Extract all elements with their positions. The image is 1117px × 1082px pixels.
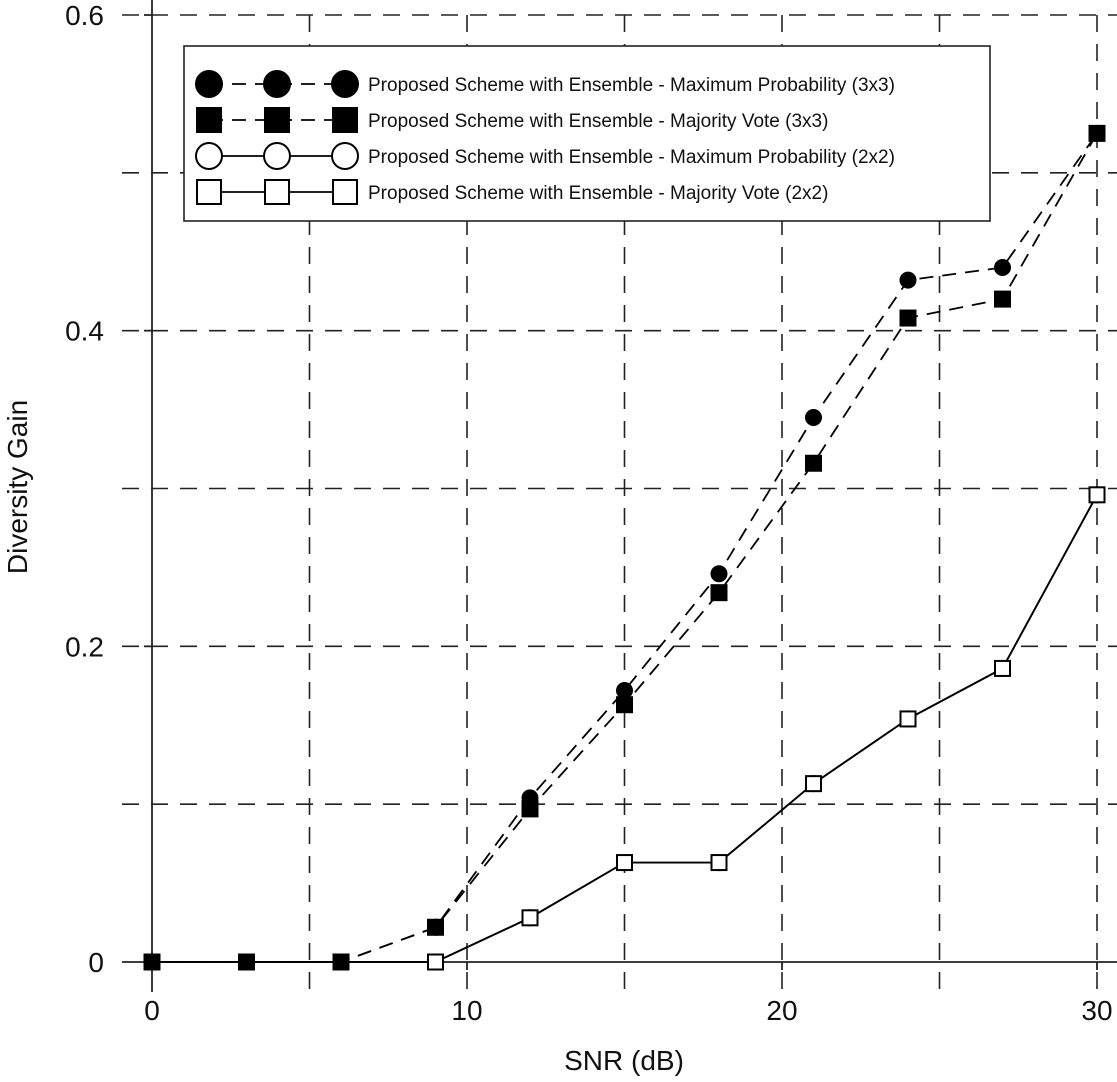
y-axis-title: Diversity Gain — [2, 400, 33, 574]
legend-marker — [195, 70, 223, 98]
tick-labels: 0 10 20 30 0 0.2 0.4 0.6 — [65, 0, 1113, 1026]
data-point — [616, 682, 633, 700]
legend-marker — [263, 142, 291, 170]
data-point — [1088, 486, 1106, 504]
data-point — [899, 271, 917, 289]
data-point — [994, 659, 1011, 677]
x-axis-title: SNR (dB) — [564, 1045, 684, 1076]
y-tick-label: 0.4 — [65, 316, 104, 347]
data-point — [994, 290, 1011, 308]
legend-marker — [195, 142, 223, 170]
legend-marker — [331, 70, 359, 98]
x-tick-label: 10 — [451, 995, 482, 1026]
data-point — [899, 309, 917, 327]
y-tick-label: 0.2 — [65, 631, 104, 662]
data-point — [805, 775, 822, 793]
data-point — [1088, 124, 1106, 142]
legend: Proposed Scheme with Ensemble - Maximum … — [183, 45, 991, 222]
series-marker-group — [143, 124, 1106, 971]
data-point — [994, 259, 1011, 277]
legend-label: Proposed Scheme with Ensemble - Majority… — [368, 183, 828, 204]
data-point — [899, 710, 917, 728]
legend-label: Proposed Scheme with Ensemble - Maximum … — [368, 75, 895, 96]
x-tick-label: 0 — [144, 995, 160, 1026]
legend-marker — [332, 179, 358, 205]
data-point — [427, 953, 444, 971]
y-tick-label: 0 — [88, 947, 104, 978]
data-point — [427, 918, 444, 936]
data-point — [710, 854, 728, 872]
legend-marker — [332, 107, 358, 133]
data-point — [805, 454, 822, 472]
legend-marker — [196, 179, 222, 205]
legend-label: Proposed Scheme with Ensemble - Majority… — [368, 111, 828, 132]
data-point — [805, 408, 822, 426]
data-point — [143, 953, 161, 971]
y-tick-label: 0.6 — [65, 0, 104, 31]
legend-entry: Proposed Scheme with Ensemble - Maximum … — [195, 70, 895, 98]
data-point — [521, 789, 539, 807]
data-point — [332, 953, 350, 971]
legend-marker — [264, 107, 290, 133]
data-point — [616, 854, 633, 872]
data-point — [521, 909, 539, 927]
legend-marker — [264, 179, 290, 205]
x-tick-label: 20 — [766, 995, 797, 1026]
legend-marker — [331, 142, 359, 170]
x-tick-label: 30 — [1081, 995, 1112, 1026]
legend-entry: Proposed Scheme with Ensemble - Maximum … — [195, 142, 895, 170]
legend-entry: Proposed Scheme with Ensemble - Majority… — [196, 179, 828, 205]
data-point — [238, 953, 255, 971]
data-point — [710, 565, 728, 583]
legend-marker — [196, 107, 222, 133]
legend-marker — [263, 70, 291, 98]
plot-series — [143, 124, 1106, 971]
legend-entry: Proposed Scheme with Ensemble - Majority… — [196, 107, 828, 133]
legend-label: Proposed Scheme with Ensemble - Maximum … — [368, 147, 895, 168]
data-point — [710, 584, 728, 602]
data-point — [616, 696, 633, 714]
